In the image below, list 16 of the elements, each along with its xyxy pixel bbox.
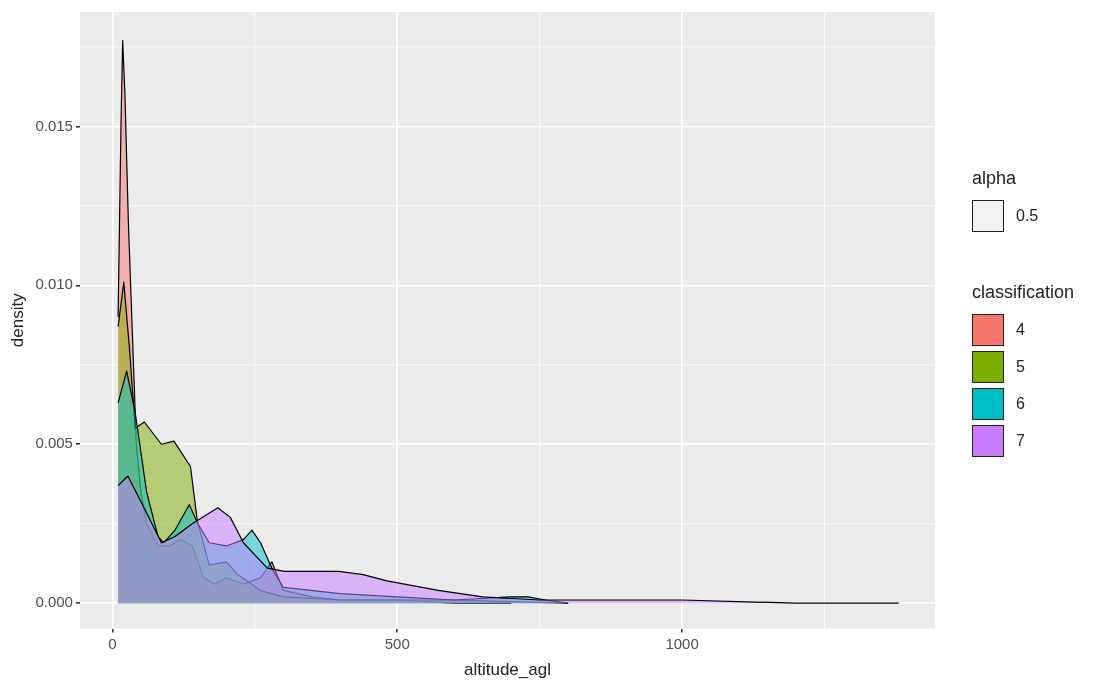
text: alpha xyxy=(972,168,1018,189)
x-tick-label: 500 xyxy=(384,634,410,652)
y-axis-title: density xyxy=(7,292,27,348)
y-tick-label: 0.000 xyxy=(35,593,73,611)
text: 0.5 xyxy=(1016,206,1039,225)
legend-label: 4 xyxy=(1016,320,1025,339)
legend-label: 6 xyxy=(1016,394,1025,413)
x-axis-title: altitude_agl xyxy=(463,660,551,680)
legend-label: 7 xyxy=(1016,431,1025,450)
y-tick-label: 0.015 xyxy=(35,116,73,134)
y-tick-label: 0.005 xyxy=(35,434,73,452)
x-tick-label: 0 xyxy=(108,634,117,652)
legend-title: classification xyxy=(972,282,1076,303)
y-tick-label: 0.010 xyxy=(35,275,73,293)
legend-label: 5 xyxy=(1016,357,1025,376)
x-tick-label: 1000 xyxy=(665,634,699,652)
